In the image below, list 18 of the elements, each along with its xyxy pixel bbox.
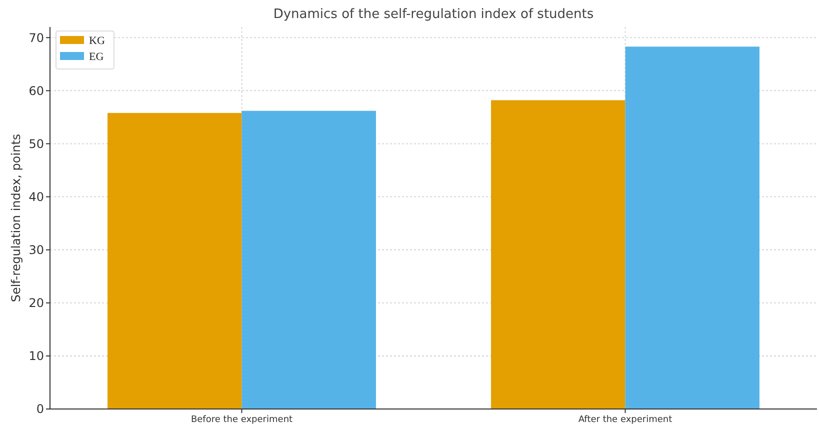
bar	[242, 110, 376, 409]
y-tick-label: 50	[28, 136, 44, 151]
y-tick-label: 10	[28, 349, 44, 364]
bar	[108, 112, 242, 409]
x-tick-label: Before the experiment	[190, 415, 294, 425]
y-tick-label: 60	[28, 84, 44, 98]
y-axis-title: Self-regulation index, points	[9, 134, 23, 302]
y-tick-label: 0	[36, 402, 44, 416]
y-tick-label: 70	[28, 30, 44, 45]
legend-label: EG	[89, 51, 104, 63]
y-tick-label: 20	[28, 296, 44, 310]
chart-title: Dynamics of the self-regulation index of students	[273, 7, 594, 22]
y-tick-label: 30	[28, 243, 44, 258]
bar	[625, 46, 760, 409]
legend-label: KG	[89, 35, 105, 47]
x-tick-label: After the experiment	[578, 415, 673, 425]
bar	[491, 100, 626, 409]
y-tick-label: 40	[28, 190, 44, 204]
